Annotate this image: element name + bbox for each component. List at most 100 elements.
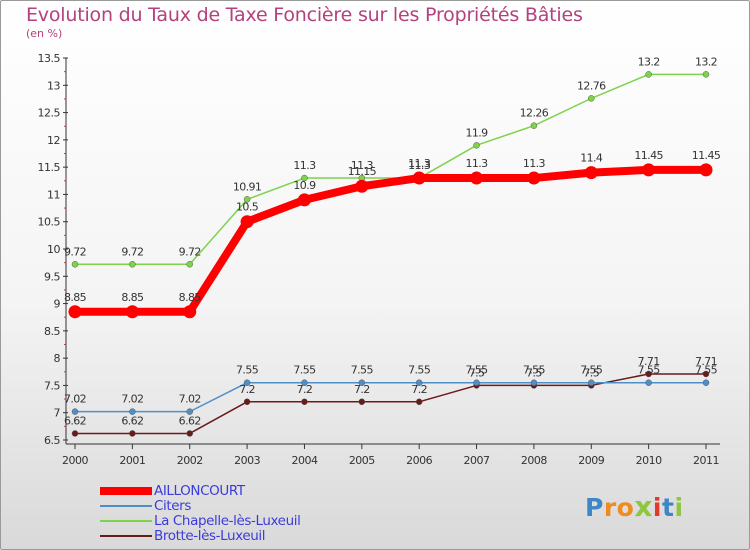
legend-swatch [100, 487, 152, 495]
data-point [129, 261, 136, 268]
x-tick-label: 2011 [693, 454, 719, 467]
data-label: 13.2 [695, 55, 717, 68]
data-label: 7.5 [583, 366, 599, 379]
data-label: 7.2 [239, 383, 255, 396]
data-point [243, 379, 251, 386]
data-point [301, 398, 308, 406]
data-label: 11.3 [408, 157, 431, 170]
x-tick-label: 2005 [349, 454, 375, 467]
data-label: 10.9 [293, 179, 316, 192]
data-label: 6.62 [179, 414, 201, 427]
data-label: 7.55 [465, 364, 488, 377]
y-tick-label: 8 [54, 352, 61, 365]
data-point [702, 71, 710, 78]
y-tick-label: 10.5 [38, 216, 61, 229]
data-point [530, 379, 538, 386]
data-point [71, 261, 79, 268]
chart-title: Evolution du Taux de Taxe Foncière sur l… [26, 4, 583, 26]
x-tick-label: 2001 [119, 454, 145, 467]
data-point [71, 430, 79, 437]
data-point [415, 379, 423, 386]
logo-letter: r [603, 493, 617, 522]
legend-label: Brotte-lès-Luxeuil [154, 528, 266, 544]
data-label: 9.72 [121, 245, 143, 258]
data-label: 6.62 [121, 414, 143, 427]
y-tick-label: 9 [54, 298, 61, 311]
data-point [125, 305, 139, 319]
data-label: 7.02 [121, 393, 143, 406]
logo-letter: x [634, 490, 653, 523]
data-point [645, 71, 652, 78]
data-label: 9.72 [64, 245, 86, 258]
data-point [588, 379, 595, 386]
data-label: 11.15 [348, 165, 377, 178]
y-tick-label: 6.5 [44, 434, 60, 447]
series-line-1 [74, 381, 707, 413]
data-point [301, 174, 308, 182]
data-label: 11.9 [465, 126, 488, 139]
data-point [699, 163, 713, 177]
data-label: 9.72 [179, 245, 201, 258]
data-point [702, 379, 710, 386]
data-label: 13.2 [638, 55, 660, 68]
data-point [129, 430, 136, 437]
data-label: 8.85 [121, 291, 144, 304]
data-label: 11.3 [523, 157, 546, 170]
data-label: 7.2 [297, 383, 313, 396]
data-label: 7.55 [638, 364, 661, 377]
y-tick-label: 11.5 [38, 161, 61, 174]
data-label: 7.55 [293, 364, 316, 377]
data-label: 7.5 [469, 366, 485, 379]
data-point [645, 370, 652, 378]
y-tick-label: 11 [47, 188, 60, 201]
data-point [129, 408, 136, 415]
data-label: 11.3 [351, 159, 374, 172]
data-point [642, 163, 656, 177]
data-point [702, 370, 710, 378]
data-label: 12.76 [577, 79, 606, 92]
data-label: 7.55 [236, 364, 259, 377]
data-point [412, 171, 426, 185]
data-point [530, 122, 538, 129]
x-tick-label: 2006 [406, 454, 432, 467]
x-tick-label: 2003 [234, 454, 260, 467]
y-tick-label: 13.5 [38, 52, 61, 65]
x-tick-label: 2004 [291, 454, 317, 467]
data-point [68, 305, 82, 319]
series-line-3 [74, 373, 707, 435]
x-tick-label: 2009 [578, 454, 604, 467]
data-point [240, 215, 254, 229]
x-tick-label: 2010 [636, 454, 662, 467]
data-label: 7.55 [408, 364, 431, 377]
data-label: 11.4 [580, 152, 603, 165]
logo-letter: i [674, 493, 684, 522]
data-point [297, 193, 311, 207]
data-label: 11.3 [408, 159, 431, 172]
data-point [71, 408, 79, 415]
data-label: 8.85 [64, 291, 87, 304]
data-point [527, 171, 541, 185]
y-tick-label: 13 [47, 79, 60, 92]
data-point [473, 379, 480, 386]
legend-label: La Chapelle-lès-Luxeuil [154, 513, 301, 529]
data-label: 12.26 [520, 107, 549, 120]
data-label: 10.91 [233, 180, 262, 193]
data-label: 7.55 [580, 364, 603, 377]
logo-letter: t [662, 493, 675, 522]
legend-swatch [100, 505, 152, 507]
data-label: 8.85 [179, 291, 202, 304]
data-point [186, 261, 193, 268]
data-label: 10.5 [236, 201, 259, 214]
data-point [186, 408, 193, 415]
x-tick-label: 2002 [177, 454, 203, 467]
legend-swatch [100, 535, 152, 537]
data-label: 7.02 [179, 393, 201, 406]
x-tick-label: 2008 [521, 454, 547, 467]
series-line-0 [71, 165, 710, 316]
data-point [183, 305, 197, 319]
legend-swatch [100, 520, 152, 522]
data-point [588, 95, 595, 102]
data-point [243, 196, 251, 203]
logo-letter: i [652, 493, 662, 522]
